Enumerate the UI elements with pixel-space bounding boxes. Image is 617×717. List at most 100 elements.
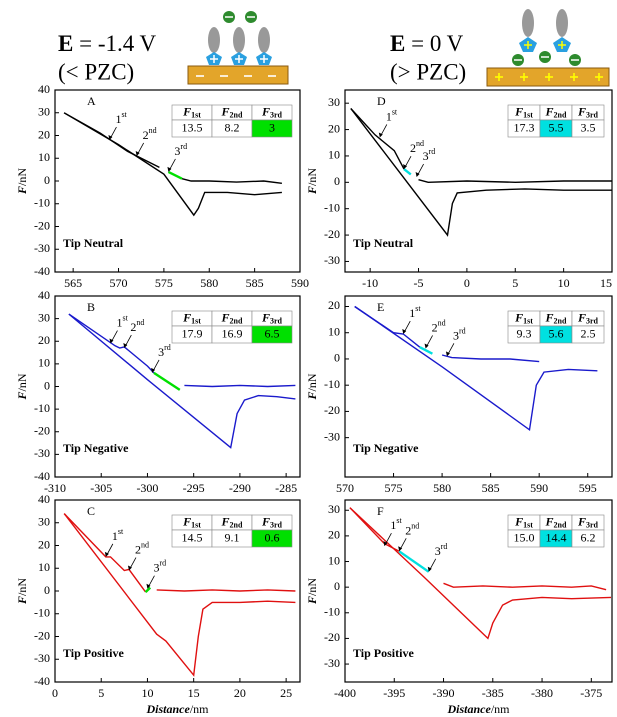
annotation-arrow (429, 558, 437, 570)
annotation-arrow (110, 126, 117, 139)
annotation: 1st (386, 107, 398, 123)
symbol: F (545, 104, 554, 118)
y-tick-label: 0 (334, 174, 340, 188)
symbol: F (221, 514, 230, 528)
tip-label: Tip Positive (63, 646, 124, 660)
y-tick-label: 20 (328, 121, 340, 135)
table-value: 5.5 (549, 120, 564, 134)
panel: -40 -30 -20 -10 0 10 20 30 40 -310 -305 -300 -295 -29… (15, 288, 301, 495)
force-curve (63, 513, 296, 593)
table-cell (571, 119, 605, 138)
ordinal-suffix: rd (429, 147, 436, 156)
table-value: 8.2 (225, 120, 240, 134)
annotation-arrow (129, 557, 137, 569)
annotation: 3rd (423, 147, 436, 163)
ordinal-number: 1 (116, 315, 122, 329)
icon-negative-surface (187, 11, 289, 85)
force-curve (354, 305, 598, 432)
force-curve (398, 550, 430, 573)
symbol: F (545, 514, 554, 528)
y-tick-label: -30 (34, 446, 50, 460)
annotation-arrow (111, 330, 118, 342)
x-tick-label: 565 (64, 276, 82, 290)
annotation: 2nd (135, 540, 149, 556)
y-tick-label: 30 (38, 515, 50, 529)
table-value: 9.3 (517, 326, 532, 340)
y-tick-label: 20 (38, 537, 50, 551)
table-header: F2nd (221, 310, 243, 325)
tip-label: Tip Neutral (63, 236, 124, 250)
y-tick-label: -10 (324, 377, 340, 391)
y-tick-label: 40 (38, 288, 50, 302)
x-tick-label: -375 (580, 686, 602, 700)
arrow-head (383, 541, 388, 547)
symbol: F (221, 310, 230, 324)
annotation-arrow (385, 532, 392, 545)
force-curve (350, 108, 612, 184)
subscript: 1st (523, 110, 533, 119)
arrow-head (424, 343, 429, 349)
y-tick-label: -10 (324, 605, 340, 619)
table-cell (251, 325, 293, 344)
force-curve (419, 346, 433, 355)
x-tick-label: -380 (531, 686, 553, 700)
ordinal-number: 1 (112, 529, 118, 543)
x-tick-label: -300 (136, 481, 158, 495)
table-header: F3rd (577, 514, 599, 529)
arrow-head (167, 166, 172, 172)
x-tick-label: 15 (188, 686, 200, 700)
table-cell (251, 529, 293, 548)
y-tick-label: 0 (334, 579, 340, 593)
force-curve (63, 513, 296, 677)
ordinal-number: 2 (405, 523, 411, 537)
subscript: 2nd (230, 316, 243, 325)
annotation-arrow (124, 334, 132, 347)
y-tick-label: -10 (34, 196, 50, 210)
surfactants (206, 11, 272, 65)
table-value: 0.6 (265, 530, 280, 544)
symbol: F (15, 596, 29, 605)
plus-signs (495, 73, 603, 81)
x-tick-label: -285 (275, 481, 297, 495)
table-value: 5.6 (549, 326, 564, 340)
unit: /nN (15, 373, 29, 391)
x-tick-label: 575 (155, 276, 173, 290)
annotation: 3rd (158, 343, 171, 359)
annotation: 1st (116, 313, 128, 329)
x-tick-label: 0 (52, 686, 58, 700)
table-cell (571, 529, 605, 548)
annotation-arrow (447, 343, 455, 355)
annotation: 2nd (432, 318, 446, 334)
annotation: 2nd (405, 521, 419, 537)
symbol: F (15, 186, 29, 195)
table-header: F2nd (545, 104, 567, 119)
y-tick-label: 10 (38, 560, 50, 574)
y-tick-label: 10 (38, 150, 50, 164)
x-tick-label: 585 (246, 276, 264, 290)
symbol: F (15, 391, 29, 400)
x-tick-label: 10 (141, 686, 153, 700)
ordinal-number: 2 (410, 141, 416, 155)
tip-label: Tip Positive (353, 646, 414, 660)
force-curve (68, 313, 296, 388)
symbol: F (305, 186, 319, 195)
tip-label: Tip Negative (353, 441, 419, 455)
y-tick-label: -20 (324, 403, 340, 417)
x-tick-label: 590 (291, 276, 309, 290)
icon-positive-surface (486, 9, 610, 87)
table-header: F3rd (577, 310, 599, 325)
table-header: F1st (182, 104, 201, 119)
subscript: 3rd (586, 110, 599, 119)
plot-frame (344, 295, 613, 478)
arrow-head (403, 164, 408, 170)
table-value: 15.0 (514, 530, 535, 544)
y-axis-label: F/nN (305, 168, 319, 195)
y-tick-label: -30 (34, 651, 50, 665)
table-value: 2.5 (581, 326, 596, 340)
y-tick-label: -40 (34, 264, 50, 278)
ordinal-suffix: rd (459, 326, 466, 335)
ordinal-number: 1 (386, 109, 392, 123)
panel: -30 -20 -10 0 10 20 30 -10 -5 0 5 10 15 D Tip Neutral F… (305, 89, 613, 290)
symbol: F (577, 310, 586, 324)
